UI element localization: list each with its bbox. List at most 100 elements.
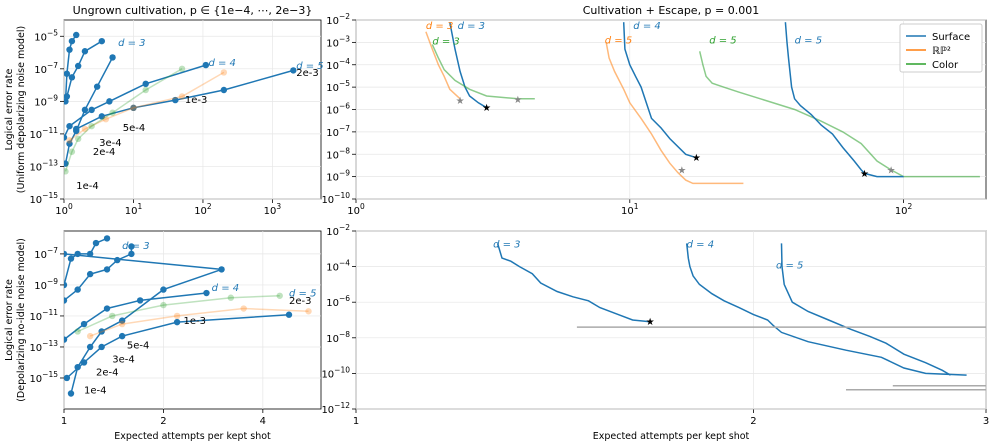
data-point	[220, 69, 228, 76]
data-point	[202, 61, 210, 69]
x-tick-label: 2	[160, 416, 166, 427]
data-point	[102, 116, 110, 123]
data-point	[160, 301, 167, 309]
data-point	[74, 62, 82, 70]
x-tick-label: 101	[621, 202, 639, 217]
data-point	[142, 86, 149, 94]
data-point	[109, 109, 116, 116]
data-point	[86, 332, 94, 340]
annotation-label: 2e-3	[296, 68, 319, 79]
y-tick-label: 10−7	[326, 124, 350, 139]
data-point	[98, 343, 105, 351]
data-point	[73, 125, 80, 133]
data-point	[98, 37, 106, 45]
data-point	[173, 312, 181, 320]
y-tick-label: 10−7	[34, 61, 58, 76]
legend-label: ℝℙ²	[932, 46, 951, 57]
y-tick-label: 10−4	[326, 57, 350, 72]
threshold-star: ★	[692, 153, 701, 164]
y-tick-label: 10−8	[326, 146, 350, 161]
data-point	[220, 86, 228, 94]
data-point	[73, 31, 80, 39]
data-point	[66, 137, 73, 144]
annotation-label: d = 3	[118, 38, 145, 49]
data-point	[109, 54, 116, 61]
data-point	[178, 65, 186, 73]
data-point	[98, 113, 106, 120]
y-tick-label: 10−7	[34, 246, 58, 261]
annotation-label: 5e-4	[123, 123, 146, 134]
annotation-label: d = 4	[687, 239, 714, 250]
threshold-star: ★	[482, 103, 491, 114]
annotation-label: d = 5	[296, 61, 323, 72]
annotation-label: d = 3	[493, 239, 520, 250]
data-point	[109, 312, 116, 320]
data-point	[86, 270, 94, 278]
data-point	[172, 96, 179, 104]
threshold-star: ★	[860, 169, 869, 180]
data-point	[276, 292, 283, 299]
data-point	[114, 256, 121, 264]
data-point	[305, 308, 312, 315]
data-point	[136, 297, 144, 304]
y-axis-label: Logical error rate	[4, 279, 15, 361]
y-tick-label: 10−15	[29, 191, 58, 206]
y-tick-label: 10−2	[326, 223, 350, 238]
y-tick-label: 10−8	[326, 330, 350, 345]
data-point	[128, 250, 135, 258]
data-point	[66, 140, 73, 147]
data-point	[178, 93, 186, 100]
data-point	[64, 374, 71, 382]
y-tick-label: 10−9	[34, 277, 58, 292]
data-point	[74, 135, 82, 143]
y-axis-label: (Depolarizing no-idle noise model)	[16, 238, 27, 402]
data-point	[64, 98, 69, 105]
data-point	[67, 255, 75, 262]
annotation-label: 5e-4	[127, 340, 149, 351]
y-tick-label: 10−12	[321, 401, 350, 416]
annotation-label: 1e-4	[84, 385, 107, 396]
series-line	[622, 22, 697, 159]
data-point	[173, 318, 181, 326]
data-point	[64, 281, 68, 289]
plot-frame	[355, 230, 987, 410]
data-point	[64, 297, 68, 304]
x-tick-label: 3	[983, 416, 989, 427]
data-point	[106, 98, 113, 105]
data-point	[64, 93, 71, 100]
y-axis-label: (Uniform depolarizing noise model)	[16, 26, 27, 193]
data-point	[88, 106, 95, 114]
series-line	[784, 22, 904, 178]
annotation-label: 2e-4	[96, 367, 119, 378]
panel-title: Cultivation + Escape, p = 0.001	[583, 4, 760, 17]
y-tick-label: 10−13	[29, 339, 58, 354]
panel-bottom-left: 1 2 4 10−15 10−13 10−11 10−9 10−7 d = 3 d = 4 d = …	[4, 230, 322, 442]
legend: Surface ℝℙ² Color	[899, 23, 983, 73]
threshold-star: ★	[456, 96, 465, 107]
x-tick-label: 4	[260, 416, 266, 427]
x-tick-label: 100	[347, 202, 365, 217]
annotation-label: d = 5	[795, 35, 822, 46]
data-point	[68, 74, 76, 81]
data-point	[128, 243, 135, 250]
series-line	[64, 57, 114, 164]
x-axis-label: Expected attempts per kept shot	[114, 431, 271, 442]
annotation-label: d = 4	[633, 21, 660, 32]
y-tick-label: 10−5	[34, 28, 58, 43]
series-line	[69, 71, 225, 142]
data-point	[118, 320, 126, 328]
y-tick-label: 10−13	[29, 158, 58, 173]
legend-label: Color	[932, 60, 959, 71]
data-point	[64, 134, 68, 141]
data-point	[66, 122, 73, 130]
y-tick-label: 10−11	[29, 308, 58, 323]
y-tick-label: 10−3	[326, 34, 350, 49]
data-point	[240, 305, 247, 312]
data-point	[64, 250, 68, 258]
data-point	[81, 125, 89, 133]
data-point	[66, 46, 73, 53]
y-tick-label: 10−9	[326, 169, 350, 184]
series-line	[64, 68, 183, 172]
data-point	[118, 317, 126, 324]
